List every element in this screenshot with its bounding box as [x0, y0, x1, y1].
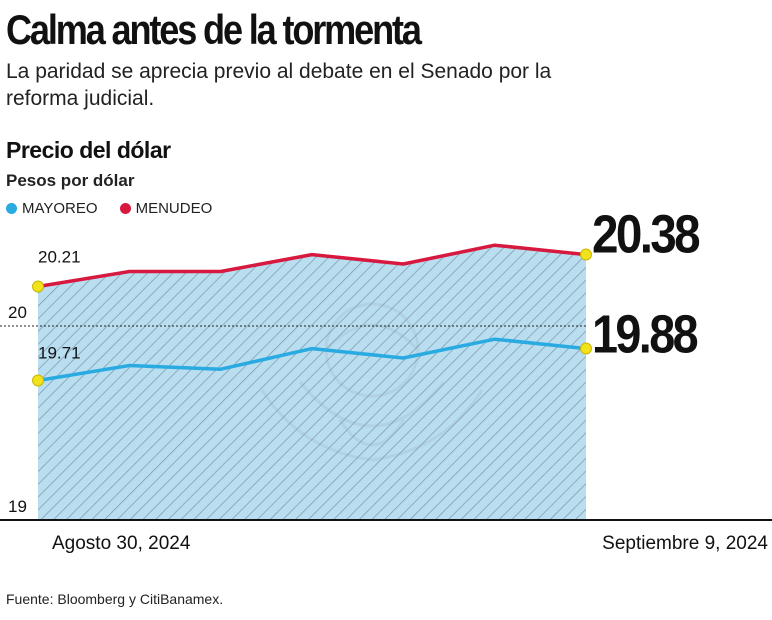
- point-mayoreo-start: [32, 374, 44, 387]
- x-axis-label-end: Septiembre 9, 2024: [602, 533, 768, 554]
- chart-title: Calma antes de la tormenta: [6, 6, 422, 53]
- point-mayoreo-end: [580, 342, 592, 355]
- source-note: Fuente: Bloomberg y CitiBanamex.: [6, 591, 224, 607]
- chart-subtitle: La paridad se aprecia previo al debate e…: [6, 60, 552, 110]
- point-menudeo-end: [580, 248, 592, 261]
- series-line-menudeo: [37, 243, 587, 289]
- point-menudeo-start: [32, 280, 44, 293]
- series-line-mayoreo: [37, 337, 587, 383]
- legend: MAYOREO MENUDEO: [6, 200, 234, 217]
- legend-swatch-menudeo: [119, 203, 131, 214]
- legend-item-mayoreo: MAYOREO: [6, 200, 98, 217]
- legend-label-mayoreo: MAYOREO: [22, 200, 98, 217]
- line-chart: 20.21 19.71 20.38 19.88 20 19 Agosto 30,…: [0, 205, 772, 554]
- data-label-menudeo-end: 20.38: [592, 205, 700, 265]
- legend-item-menudeo: MENUDEO: [119, 200, 213, 217]
- unit-label: Pesos por dólar: [6, 171, 135, 190]
- data-label-mayoreo-start: 19.71: [38, 344, 81, 363]
- y-tick-label-19: 19: [8, 497, 27, 516]
- eagle-watermark-icon: [260, 302, 484, 462]
- data-label-mayoreo-end: 19.88: [592, 305, 698, 365]
- legend-swatch-mayoreo: [6, 203, 17, 214]
- section-title: Precio del dólar: [6, 137, 171, 163]
- x-axis-label-start: Agosto 30, 2024: [52, 533, 191, 554]
- legend-label-menudeo: MENUDEO: [135, 200, 213, 217]
- area-hatch: [38, 245, 586, 520]
- y-tick-label-20: 20: [8, 303, 27, 322]
- data-label-menudeo-start: 20.21: [38, 248, 81, 267]
